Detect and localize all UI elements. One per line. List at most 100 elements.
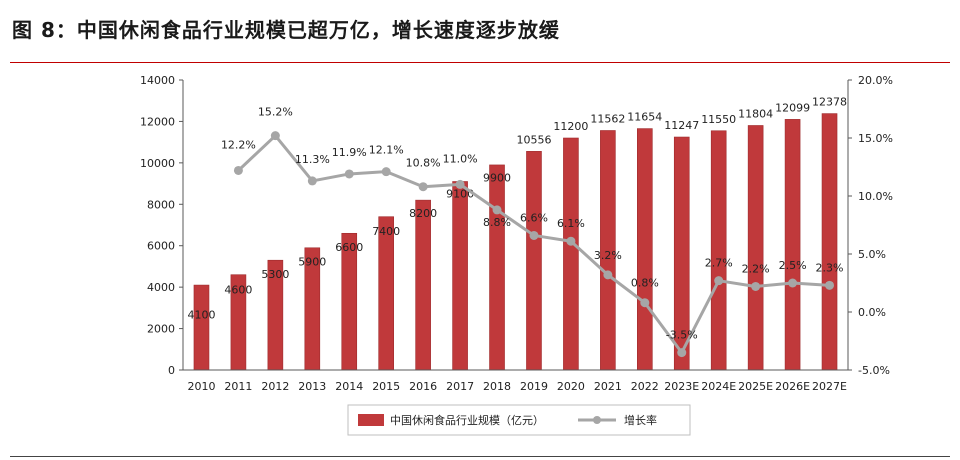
x-tick-label: 2020	[557, 380, 585, 393]
bar	[747, 125, 764, 371]
legend-line-marker	[593, 416, 601, 424]
y-left-tick-label: 0	[168, 364, 175, 377]
x-tick-label: 2010	[187, 380, 215, 393]
bar-data-label: 10556	[516, 133, 551, 146]
growth-data-label: 8.8%	[483, 216, 511, 229]
growth-data-label: -3.5%	[666, 329, 698, 342]
x-tick-label: 2024E	[701, 380, 736, 393]
y-left-tick-label: 14000	[140, 74, 175, 87]
bar-data-label: 6600	[335, 241, 363, 254]
growth-point	[603, 270, 613, 280]
bar	[415, 199, 431, 371]
bar-data-label: 11200	[553, 120, 588, 133]
growth-line-series	[233, 131, 835, 358]
bar-data-label: 11550	[701, 113, 736, 126]
growth-point	[492, 205, 502, 215]
y-right-tick-label: 20.0%	[858, 74, 893, 87]
growth-point	[344, 169, 354, 179]
x-tick-label: 2015	[372, 380, 400, 393]
bar-data-label: 12099	[775, 101, 810, 114]
bar	[710, 130, 727, 371]
growth-data-label: 6.6%	[520, 211, 548, 224]
y-left-tick-label: 12000	[140, 115, 175, 128]
bar-data-label: 11562	[590, 113, 625, 126]
growth-point	[751, 281, 761, 291]
growth-data-label: 3.2%	[594, 249, 622, 262]
y-left-tick-label: 4000	[147, 281, 175, 294]
bar	[489, 164, 505, 371]
x-tick-label: 2013	[298, 380, 326, 393]
growth-data-label: 12.2%	[221, 138, 256, 151]
growth-point	[233, 165, 243, 175]
axes: 0 2000 4000 6000 8000 10000 12000 14000 -5.0% 0.0…	[140, 74, 893, 393]
legend-box	[347, 404, 691, 436]
legend-bar-swatch	[358, 414, 384, 426]
growth-point	[640, 298, 650, 308]
growth-point	[677, 348, 687, 358]
bar	[821, 113, 838, 371]
bar	[193, 284, 210, 371]
x-tick-label: 2022	[631, 380, 659, 393]
figure-title: 图 8：中国休闲食品行业规模已超万亿，增长速度逐步放缓	[12, 18, 560, 42]
x-tick-label: 2019	[520, 380, 548, 393]
bar	[526, 151, 542, 371]
growth-data-label: 2.2%	[742, 262, 770, 275]
bar	[637, 128, 653, 371]
bar	[784, 119, 801, 371]
bar-data-label: 5300	[261, 268, 289, 281]
growth-data-label: 2.3%	[816, 261, 844, 274]
x-tick-label: 2026E	[775, 380, 810, 393]
growth-point	[566, 236, 576, 246]
y-left-tick-label: 2000	[147, 323, 175, 336]
bar	[563, 137, 579, 371]
title-divider	[10, 62, 950, 63]
bar-data-label: 7400	[372, 225, 400, 238]
bar-data-label: 5900	[298, 255, 326, 268]
x-tick-label: 2014	[335, 380, 363, 393]
growth-data-label: 6.1%	[557, 217, 585, 230]
growth-point	[714, 276, 724, 286]
bar-data-label: 8200	[409, 207, 437, 220]
bar-data-label: 11804	[738, 107, 773, 120]
y-right-tick-label: 15.0%	[858, 132, 893, 145]
growth-data-label: 10.8%	[406, 157, 441, 170]
growth-data-label: 11.3%	[295, 153, 330, 166]
growth-point	[825, 280, 835, 290]
x-tick-label: 2018	[483, 380, 511, 393]
growth-point	[381, 167, 391, 177]
growth-data-label: 11.0%	[443, 152, 478, 165]
x-tick-label: 2012	[261, 380, 289, 393]
growth-point	[455, 179, 465, 189]
y-right-tick-label: 0.0%	[858, 306, 886, 319]
bottom-divider	[10, 456, 950, 457]
legend-line-label: 增长率	[624, 413, 657, 427]
y-left-tick-label: 10000	[140, 157, 175, 170]
y-left-tick-label: 6000	[147, 240, 175, 253]
y-right-tick-label: 10.0%	[858, 190, 893, 203]
x-tick-label: 2021	[594, 380, 622, 393]
bar	[452, 181, 468, 371]
bar	[378, 216, 394, 371]
growth-data-label: 2.5%	[779, 259, 807, 272]
y-left-tick-label: 8000	[147, 198, 175, 211]
growth-data-labels: 12.2% 15.2% 11.3%11.9% 12.1%10.8% 11.0% 8.8% 6…	[221, 106, 844, 342]
growth-point	[788, 278, 798, 288]
growth-data-label: 15.2%	[258, 106, 293, 119]
growth-data-label: 11.9%	[332, 146, 367, 159]
x-tick-label: 2017	[446, 380, 474, 393]
growth-point	[270, 131, 280, 141]
growth-data-label: 12.1%	[369, 144, 404, 157]
bar-data-label: 12378	[812, 96, 847, 109]
growth-point	[307, 176, 317, 186]
bar-data-label: 4600	[224, 283, 252, 296]
bar-data-label: 11247	[664, 119, 699, 132]
x-tick-label: 2016	[409, 380, 437, 393]
growth-point	[529, 230, 539, 240]
growth-data-label: 2.7%	[705, 257, 733, 270]
x-tick-label: 2011	[224, 380, 252, 393]
legend: 中国休闲食品行业规模（亿元） 增长率	[347, 404, 691, 436]
bar-data-label: 11654	[627, 111, 662, 124]
bar-data-labels: 4100460053005900660074008200910099001055…	[187, 96, 847, 322]
x-tick-label: 2025E	[738, 380, 773, 393]
